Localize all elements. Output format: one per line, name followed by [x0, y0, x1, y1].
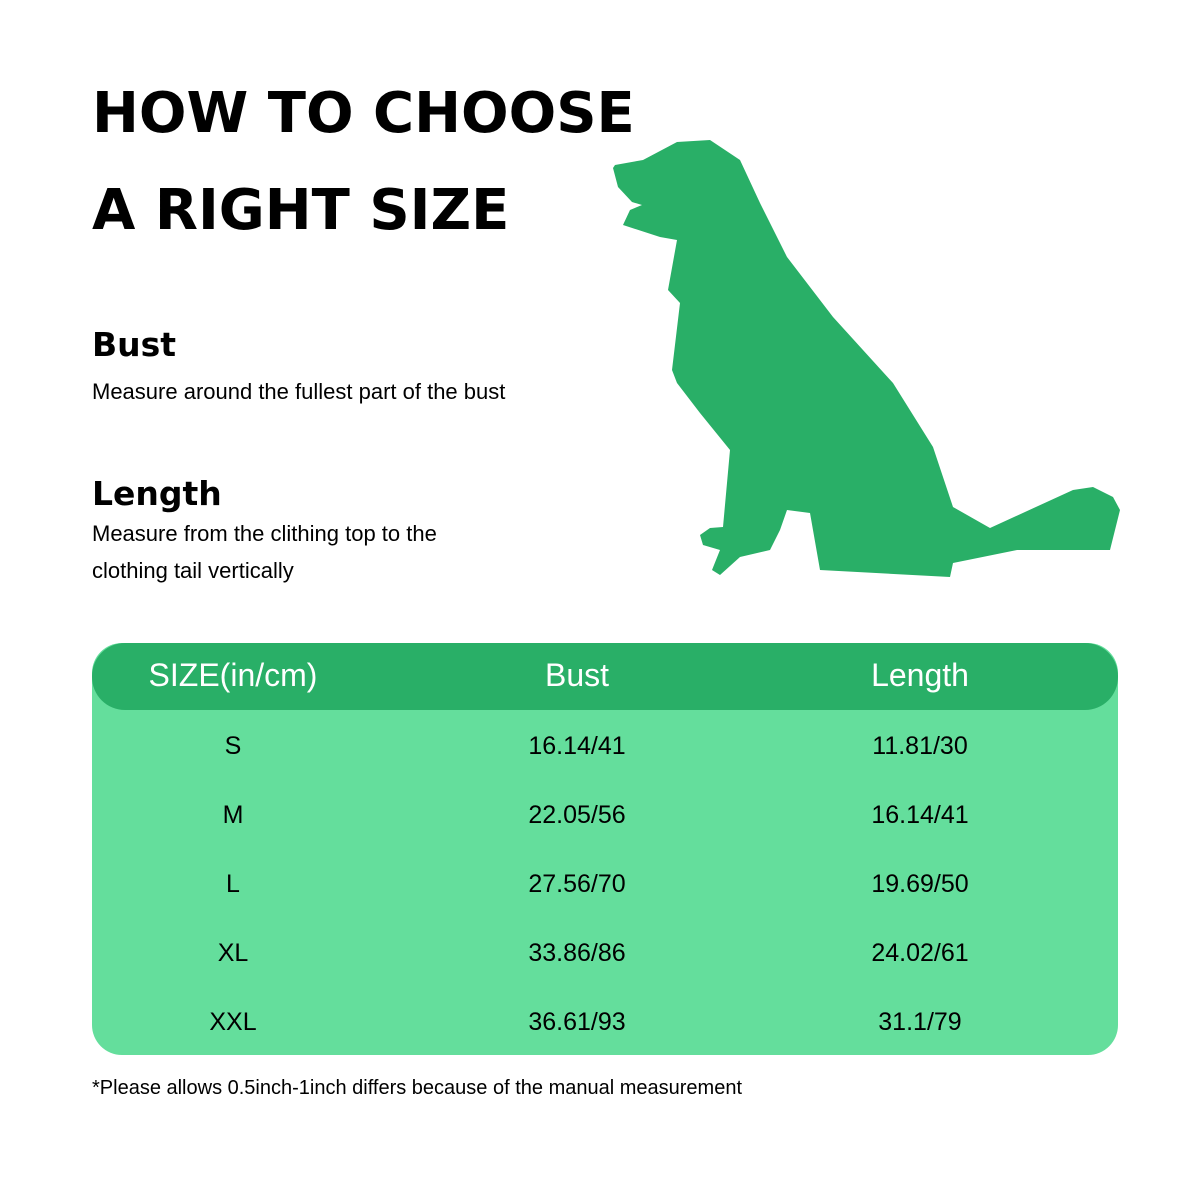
header-bust: Bust — [544, 657, 610, 693]
length-description-line1: Measure from the clithing top to the — [92, 521, 437, 546]
table-header: SIZE(in/cm) Bust Length — [92, 643, 1118, 710]
cell-bust: 36.61/93 — [528, 1008, 626, 1036]
cell-length: 16.14/41 — [871, 801, 969, 829]
cell-bust: 27.56/70 — [528, 870, 626, 898]
length-description-line2: clothing tail vertically — [92, 558, 294, 583]
size-table: SIZE(in/cm) Bust Length S 16.14/41 11.81/3… — [92, 643, 1118, 1055]
bust-heading: Bust — [92, 325, 177, 364]
cell-size: S — [224, 732, 242, 760]
measurement-note: *Please allows 0.5inch-1inch differs bec… — [92, 1077, 742, 1099]
table-row: S 16.14/41 11.81/30 — [92, 732, 1118, 762]
length-heading: Length — [92, 474, 222, 513]
cell-length: 19.69/50 — [871, 870, 969, 898]
dog-silhouette-icon — [613, 140, 1120, 577]
header-length: Length — [871, 657, 969, 693]
cell-size: XL — [217, 939, 249, 967]
cell-bust: 16.14/41 — [528, 732, 626, 760]
cell-bust: 22.05/56 — [528, 801, 626, 829]
table-row: XL 33.86/86 24.02/61 — [92, 939, 1118, 969]
cell-size: M — [222, 801, 244, 829]
table-row: L 27.56/70 19.69/50 — [92, 870, 1118, 900]
title-line-1: HOW TO CHOOSE — [92, 81, 635, 146]
header-size: SIZE(in/cm) — [148, 657, 318, 693]
cell-length: 31.1/79 — [878, 1008, 962, 1036]
cell-size: L — [226, 870, 240, 898]
table-row: M 22.05/56 16.14/41 — [92, 801, 1118, 831]
cell-bust: 33.86/86 — [528, 939, 626, 967]
bust-description: Measure around the fullest part of the b… — [92, 379, 506, 404]
cell-length: 24.02/61 — [871, 939, 969, 967]
title-line-2: A RIGHT SIZE — [92, 178, 510, 243]
cell-size: XXL — [209, 1008, 257, 1036]
cell-length: 11.81/30 — [872, 732, 968, 760]
table-row: XXL 36.61/93 31.1/79 — [92, 1008, 1118, 1038]
